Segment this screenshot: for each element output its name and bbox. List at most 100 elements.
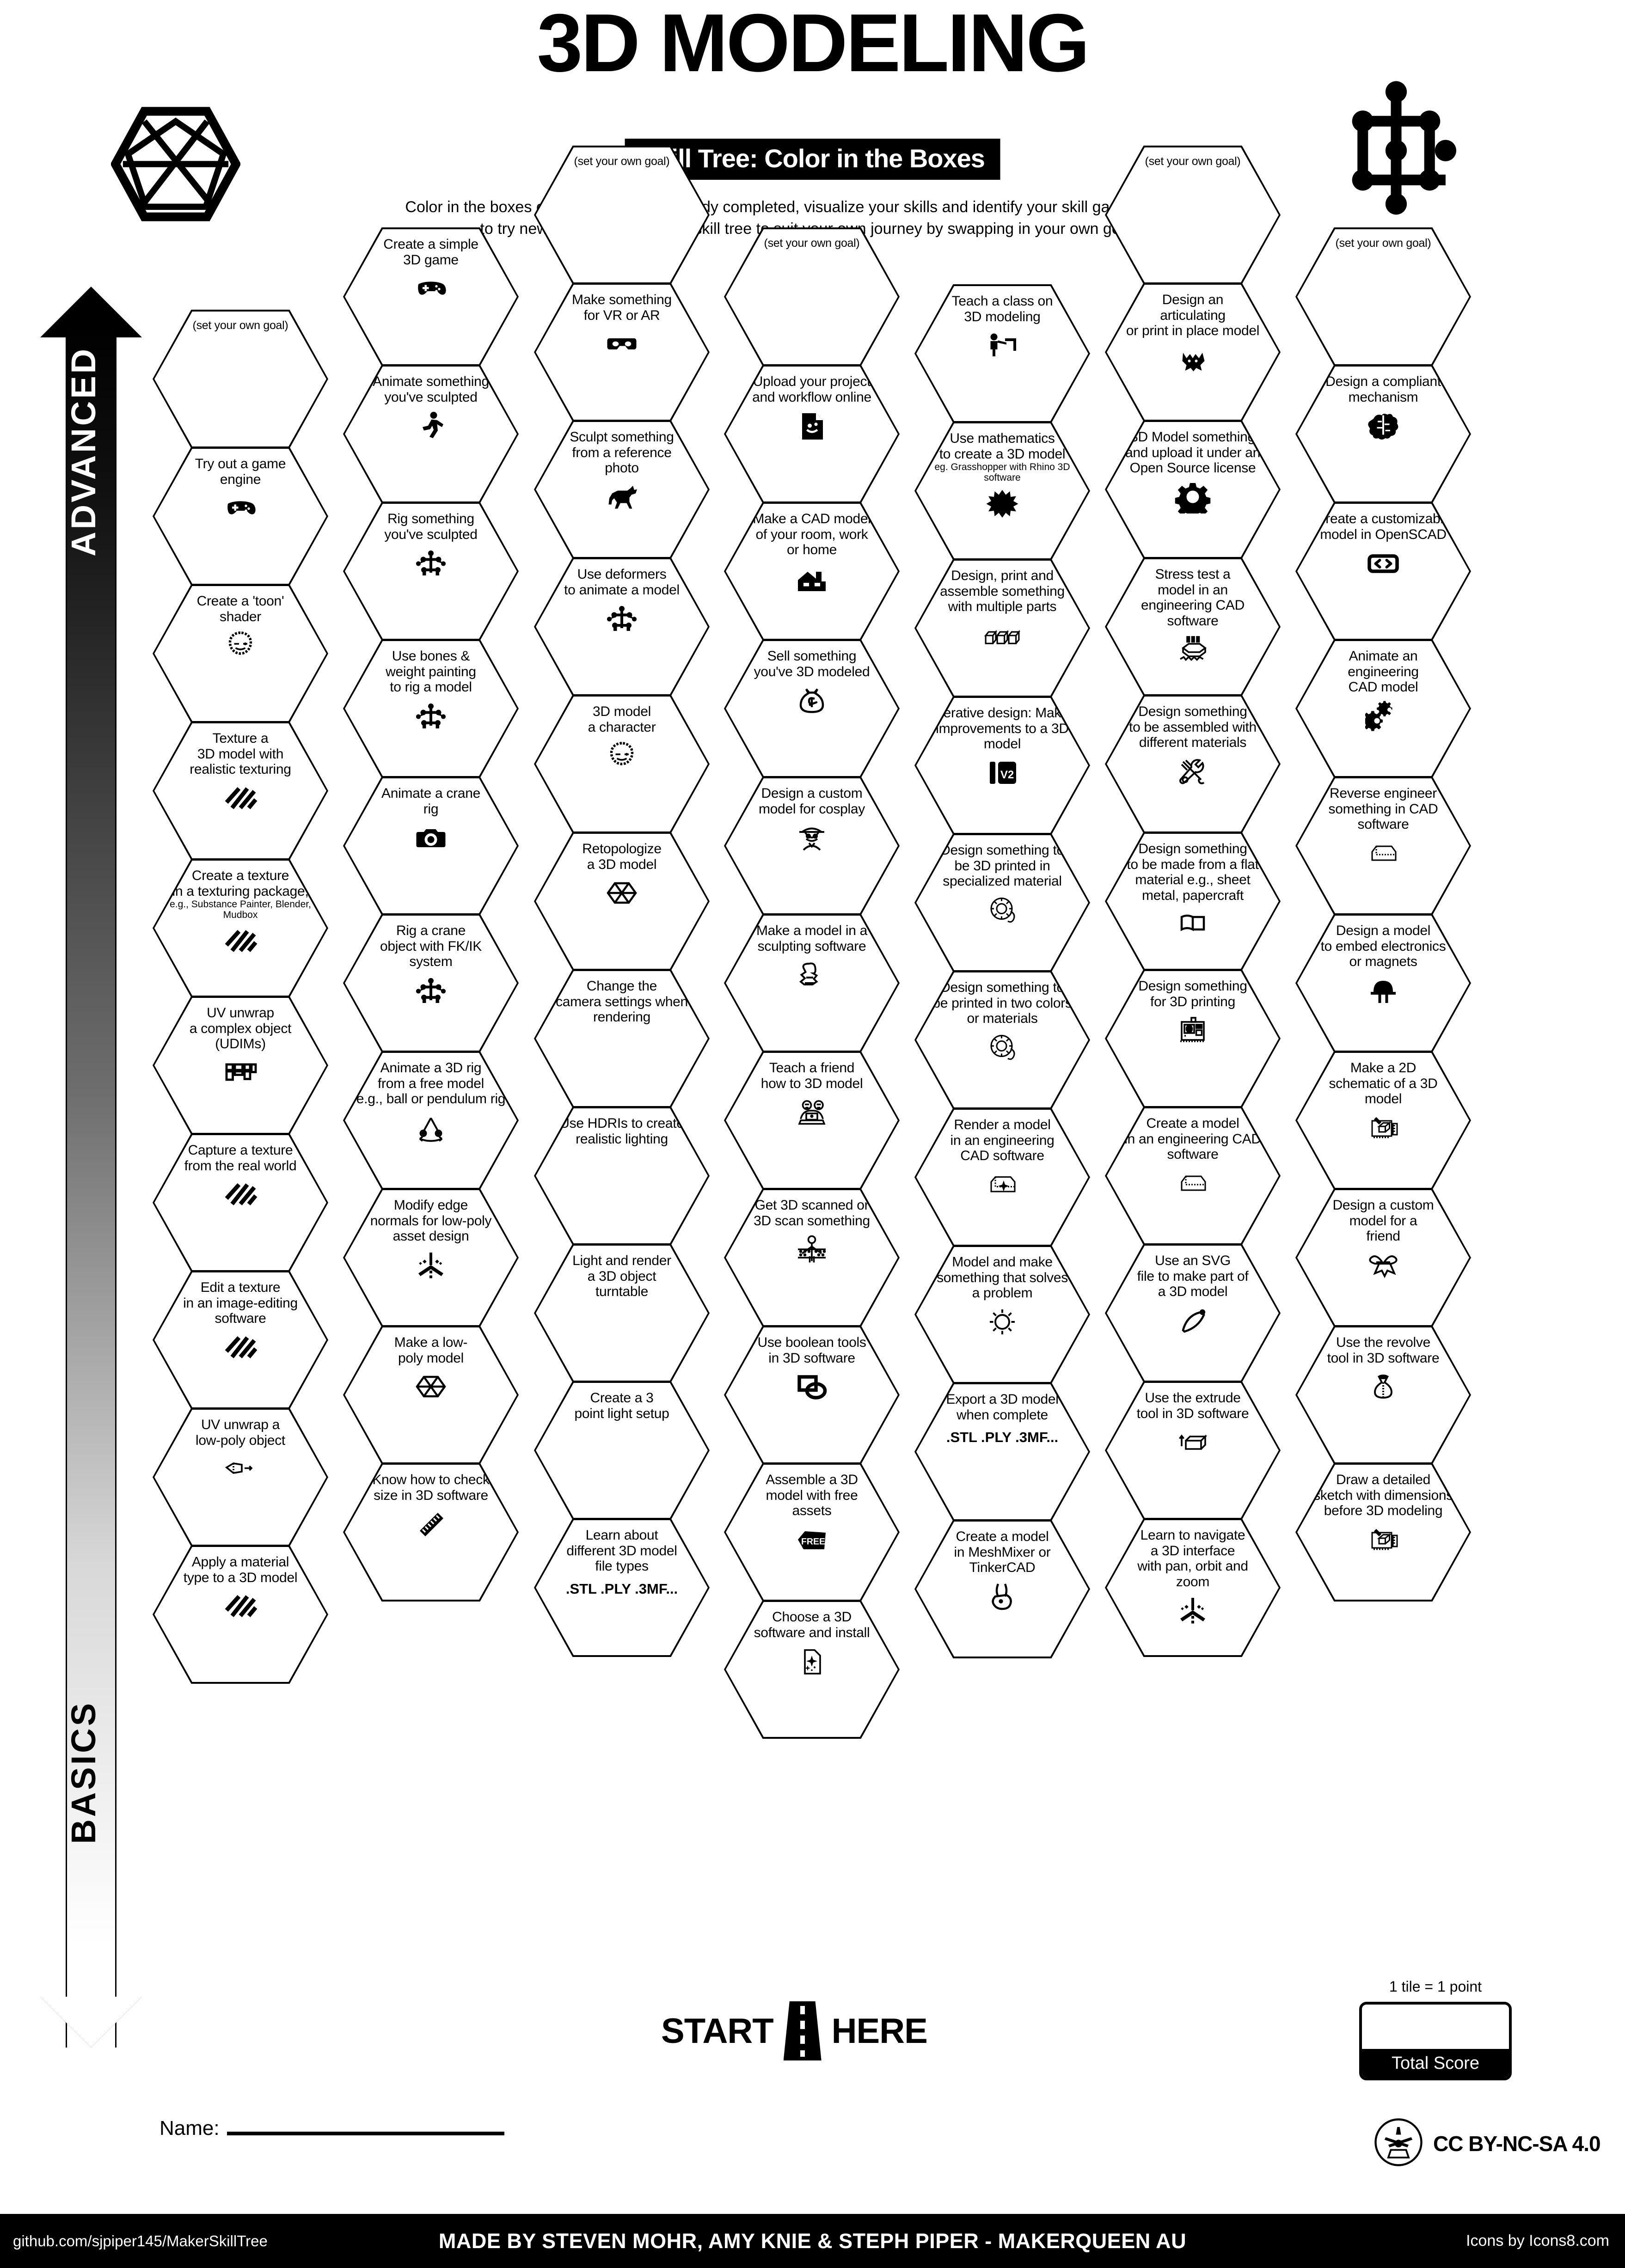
skill-tile[interactable]: (set your own goal) <box>1105 146 1281 284</box>
skill-tile[interactable]: Know how to check size in 3D software <box>343 1463 519 1602</box>
skill-tile-body[interactable]: Create a 'toon' shader <box>154 586 326 721</box>
name-write-line[interactable] <box>227 2132 504 2135</box>
skill-tile[interactable]: (set your own goal) <box>534 146 710 284</box>
skill-tile[interactable]: Light and render a 3D object turntable <box>534 1244 710 1382</box>
skill-tile[interactable]: Stress test a model in an engineering CAD … <box>1105 557 1281 696</box>
skill-tile[interactable]: Use boolean tools in 3D software <box>724 1326 900 1464</box>
skill-tile[interactable]: Texture a 3D model with realistic texturin… <box>153 721 328 860</box>
skill-tile-body[interactable]: Capture a texture from the real world <box>154 1135 326 1270</box>
skill-tile[interactable]: Reverse engineer something in CAD software <box>1295 776 1471 915</box>
skill-tile[interactable]: Use an SVG file to make part of a 3D model <box>1105 1244 1281 1382</box>
skill-tile-body[interactable]: (set your own goal) <box>536 147 708 282</box>
skill-tile[interactable]: Design something to be 3D printed in speci… <box>914 833 1090 972</box>
skill-tile-body[interactable]: Change the camera settings when rendering <box>536 971 708 1106</box>
skill-tile[interactable]: (set your own goal) <box>1295 227 1471 366</box>
skill-tile[interactable]: Render a model in an engineering CAD softw… <box>914 1108 1090 1247</box>
skill-tile-body[interactable]: Design a custom model for a friend <box>1297 1190 1469 1325</box>
skill-tile-body[interactable]: Use bones & weight painting to rig a model <box>345 641 517 776</box>
skill-tile-body[interactable]: Render a model in an engineering CAD softw… <box>916 1110 1088 1245</box>
total-score-box[interactable]: 1 tile = 1 point Total Score <box>1359 1978 1512 2080</box>
skill-tile-body[interactable]: (set your own goal) <box>1297 229 1469 364</box>
skill-tile[interactable]: Get 3D scanned or 3D scan something <box>724 1188 900 1327</box>
skill-tile[interactable]: Create a model in MeshMixer or TinkerCAD <box>914 1520 1090 1658</box>
skill-tile-body[interactable]: Design something to be assembled with diff… <box>1107 697 1279 831</box>
skill-tile-body[interactable]: Create a customizable model in OpenSCAD <box>1297 504 1469 639</box>
skill-tile-body[interactable]: Rig something you've sculpted <box>345 504 517 639</box>
skill-tile[interactable]: Iterative design: Make improvements to a … <box>914 696 1090 835</box>
skill-tile[interactable]: Create a simple 3D game <box>343 227 519 366</box>
skill-tile-body[interactable]: Model and make something that solves a pro… <box>916 1247 1088 1382</box>
skill-tile-body[interactable]: Animate something you've sculpted <box>345 367 517 501</box>
skill-tile-body[interactable]: Use deformers to animate a model <box>536 559 708 694</box>
skill-tile[interactable]: Make a model in a sculpting software <box>724 914 900 1052</box>
skill-tile[interactable]: Use bones & weight painting to rig a model <box>343 639 519 778</box>
skill-tile[interactable]: Animate an engineering CAD model <box>1295 639 1471 778</box>
skill-tile[interactable]: Use the revolve tool in 3D software <box>1295 1326 1471 1464</box>
skill-tile-body[interactable]: Make a 2D schematic of a 3D model <box>1297 1053 1469 1188</box>
skill-tile[interactable]: Model and make something that solves a pro… <box>914 1245 1090 1384</box>
skill-tile-body[interactable]: 3D model a character <box>536 697 708 831</box>
skill-tile-body[interactable]: Rig a crane object with FK/IK system <box>345 916 517 1051</box>
skill-tile-body[interactable]: Teach a class on 3D modeling <box>916 286 1088 421</box>
skill-tile-body[interactable]: (set your own goal) <box>154 312 326 446</box>
skill-tile-body[interactable]: Design a custom model for cosplay <box>726 778 898 913</box>
skill-tile[interactable]: Choose a 3D software and install <box>724 1600 900 1739</box>
skill-tile-body[interactable]: (set your own goal) <box>1107 147 1279 282</box>
skill-tile[interactable]: Animate something you've sculpted <box>343 365 519 503</box>
skill-tile[interactable]: Make a 2D schematic of a 3D model <box>1295 1051 1471 1190</box>
skill-tile[interactable]: Animate a 3D rig from a free model e.g., b… <box>343 1051 519 1190</box>
skill-tile[interactable]: (set your own goal) <box>153 310 328 448</box>
skill-tile-body[interactable]: Create a model in an engineering CAD softw… <box>1107 1108 1279 1243</box>
skill-tile-body[interactable]: Animate an engineering CAD model <box>1297 641 1469 776</box>
skill-tile-body[interactable]: Edit a texture in an image-editing softwar… <box>154 1272 326 1407</box>
skill-tile-body[interactable]: Animate a crane rig <box>345 778 517 913</box>
skill-tile[interactable]: Create a customizable model in OpenSCAD <box>1295 502 1471 641</box>
skill-tile-body[interactable]: Upload your project and workflow online <box>726 367 898 501</box>
skill-tile[interactable]: 3D Model something and upload it under an… <box>1105 420 1281 559</box>
skill-tile[interactable]: Create a 'toon' shader <box>153 584 328 723</box>
skill-tile-body[interactable]: Make a model in a sculpting software <box>726 916 898 1051</box>
skill-tile[interactable]: Learn to navigate a 3D interface with pan,… <box>1105 1518 1281 1657</box>
skill-tile-body[interactable]: Sell something you've 3D modeled <box>726 641 898 776</box>
skill-tile[interactable]: Sell something you've 3D modeled <box>724 639 900 778</box>
skill-tile-body[interactable]: Create a 3 point light setup <box>536 1383 708 1518</box>
skill-tile[interactable]: Create a texture in a texturing package, e… <box>153 859 328 997</box>
skill-tile-body[interactable]: Design something for 3D printing <box>1107 971 1279 1106</box>
skill-tile-body[interactable]: Assemble a 3D model with free assets FREE <box>726 1465 898 1600</box>
skill-tile-body[interactable]: Create a texture in a texturing package, e… <box>154 861 326 996</box>
skill-tile[interactable]: Teach a class on 3D modeling <box>914 284 1090 423</box>
skill-tile[interactable]: Design a custom model for a friend <box>1295 1188 1471 1327</box>
skill-tile[interactable]: Design a model to embed electronics or mag… <box>1295 914 1471 1052</box>
skill-tile[interactable]: Make a CAD model of your room, work or hom… <box>724 502 900 641</box>
skill-tile[interactable]: Design something for 3D printing <box>1105 969 1281 1108</box>
skill-tile[interactable]: Make something for VR or AR <box>534 283 710 422</box>
skill-tile-body[interactable]: Know how to check size in 3D software <box>345 1465 517 1600</box>
skill-tile-body[interactable]: UV unwrap a complex object (UDIMs) <box>154 998 326 1133</box>
skill-tile-body[interactable]: Use the revolve tool in 3D software <box>1297 1327 1469 1462</box>
skill-tile[interactable]: Animate a crane rig <box>343 776 519 915</box>
skill-tile[interactable]: Apply a material type to a 3D model <box>153 1545 328 1684</box>
footer-github-link[interactable]: github.com/sjpiper145/MakerSkillTree <box>13 2232 268 2250</box>
skill-tile-body[interactable]: Make something for VR or AR <box>536 285 708 420</box>
skill-tile-body[interactable]: Teach a friend how to 3D model <box>726 1053 898 1188</box>
skill-tile-body[interactable]: Design, print and assemble something with … <box>916 561 1088 696</box>
skill-tile-body[interactable]: Design a model to embed electronics or mag… <box>1297 916 1469 1051</box>
skill-tile[interactable]: Design something to be made from a flat ma… <box>1105 832 1281 971</box>
skill-tile[interactable]: Rig something you've sculpted <box>343 502 519 641</box>
skill-tile[interactable]: Rig a crane object with FK/IK system <box>343 914 519 1052</box>
skill-tile-body[interactable]: Make a CAD model of your room, work or hom… <box>726 504 898 639</box>
skill-tile[interactable]: Retopologize a 3D model <box>534 832 710 971</box>
skill-tile[interactable]: Change the camera settings when rendering <box>534 969 710 1108</box>
skill-tile[interactable]: Use mathematics to create a 3D model eg. G… <box>914 422 1090 560</box>
skill-tile[interactable]: UV unwrap a complex object (UDIMs) <box>153 996 328 1135</box>
skill-tile-body[interactable]: Use boolean tools in 3D software <box>726 1327 898 1462</box>
skill-tile[interactable]: Design a compliant mechanism <box>1295 365 1471 503</box>
skill-tile-body[interactable]: UV unwrap a low-poly object <box>154 1410 326 1545</box>
skill-tile-body[interactable]: Design an articulating or print in place m… <box>1107 285 1279 420</box>
skill-tile-body[interactable]: Design something to be made from a flat ma… <box>1107 834 1279 969</box>
skill-tile-body[interactable]: Light and render a 3D object turntable <box>536 1246 708 1381</box>
skill-tile-body[interactable]: Animate a 3D rig from a free model e.g., b… <box>345 1053 517 1188</box>
skill-tile-body[interactable]: Export a 3D model when complete .STL .PLY … <box>916 1384 1088 1519</box>
skill-tile-body[interactable]: 3D Model something and upload it under an… <box>1107 422 1279 557</box>
skill-tile-body[interactable]: Create a model in MeshMixer or TinkerCAD <box>916 1522 1088 1657</box>
